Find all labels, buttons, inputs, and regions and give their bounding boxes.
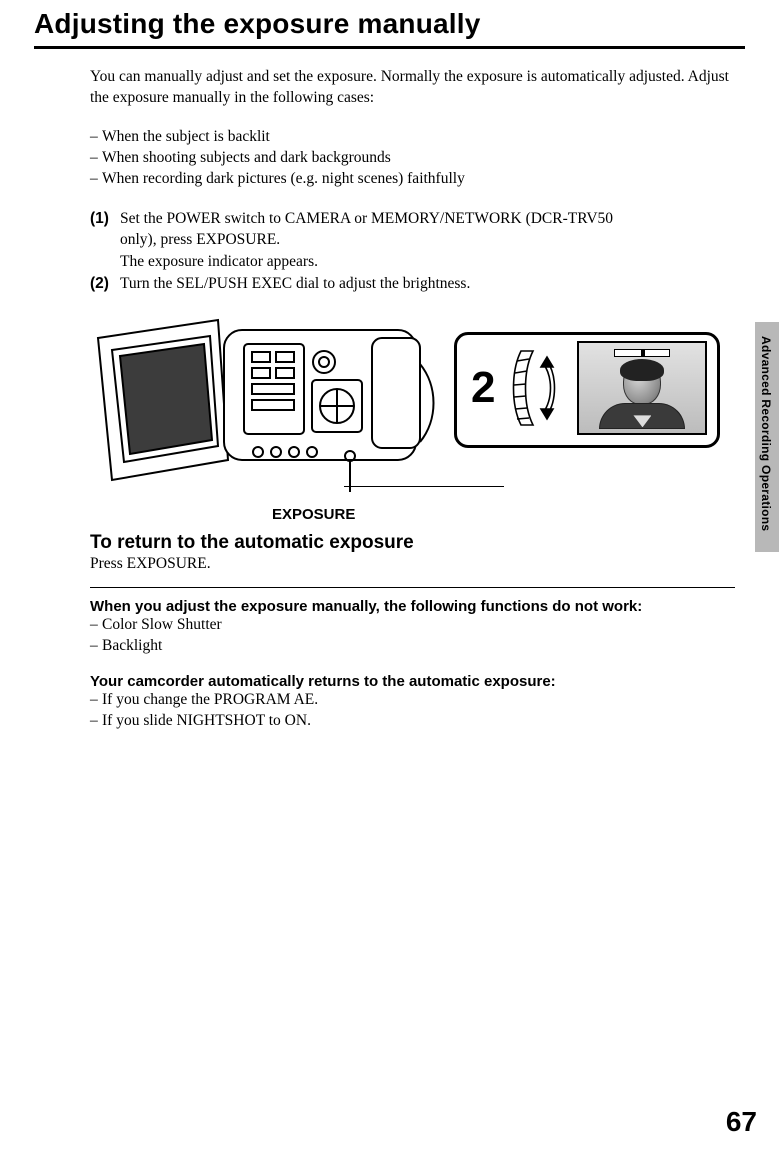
bullet-row: –Color Slow Shutter [90, 615, 735, 636]
step-line: The exposure indicator appears. [120, 253, 318, 270]
title-rule [34, 46, 745, 49]
chapter-tab-label: Advanced Recording Operations [759, 336, 773, 531]
steps-list: (1) Set the POWER switch to CAMERA or ME… [90, 208, 735, 295]
bullet-row: –If you change the PROGRAM AE. [90, 690, 735, 711]
intro-paragraph: You can manually adjust and set the expo… [90, 67, 735, 109]
step-item: (1) Set the POWER switch to CAMERA or ME… [90, 208, 735, 273]
dial-illustration [507, 343, 567, 433]
step-text: Set the POWER switch to CAMERA or MEMORY… [120, 208, 735, 273]
step-number: (1) [90, 208, 120, 273]
exposure-label: EXPOSURE [272, 506, 355, 523]
step-text: Turn the SEL/PUSH EXEC dial to adjust th… [120, 273, 735, 295]
bullet-dash: – [90, 127, 102, 148]
autoreturn-heading: Your camcorder automatically returns to … [90, 673, 735, 690]
camcorder-illustration [96, 314, 436, 502]
bullet-row: –When the subject is backlit [90, 127, 735, 148]
step-item: (2) Turn the SEL/PUSH EXEC dial to adjus… [90, 273, 735, 295]
bullet-dash: – [90, 636, 102, 657]
bullet-dash: – [90, 148, 102, 169]
page-number: 67 [726, 1106, 757, 1138]
notwork-list: –Color Slow Shutter –Backlight [90, 615, 735, 657]
bullet-text: When the subject is backlit [102, 127, 270, 148]
return-text: Press EXPOSURE. [90, 554, 735, 575]
step-line: only), press EXPOSURE. [120, 231, 280, 248]
figure-area: EXPOSURE 2 [90, 314, 735, 502]
step2-callout: 2 [454, 332, 720, 448]
step-line: Set the POWER switch to CAMERA or MEMORY… [120, 210, 613, 227]
step-number: (2) [90, 273, 120, 295]
notwork-heading: When you adjust the exposure manually, t… [90, 598, 735, 615]
bullet-text: If you slide NIGHTSHOT to ON. [102, 711, 311, 732]
autoreturn-list: –If you change the PROGRAM AE. –If you s… [90, 690, 735, 732]
bullet-text: When recording dark pictures (e.g. night… [102, 169, 465, 190]
callout-number: 2 [471, 366, 495, 410]
bullet-row: –Backlight [90, 636, 735, 657]
section-rule [90, 587, 735, 588]
bullet-dash: – [90, 615, 102, 636]
page-title: Adjusting the exposure manually [34, 8, 745, 40]
bullet-dash: – [90, 169, 102, 190]
bullet-dash: – [90, 711, 102, 732]
bullet-text: Backlight [102, 636, 162, 657]
callout-connector [344, 486, 504, 487]
step-line: Turn the SEL/PUSH EXEC dial to adjust th… [120, 275, 470, 292]
sample-screen [577, 341, 707, 435]
exposure-indicator-bar [614, 349, 670, 357]
bullet-row: –When recording dark pictures (e.g. nigh… [90, 169, 735, 190]
sample-portrait [597, 361, 687, 433]
bullet-text: If you change the PROGRAM AE. [102, 690, 318, 711]
bullet-text: When shooting subjects and dark backgrou… [102, 148, 391, 169]
return-heading: To return to the automatic exposure [90, 532, 735, 554]
intro-bullets: –When the subject is backlit –When shoot… [90, 127, 735, 190]
bullet-text: Color Slow Shutter [102, 615, 222, 636]
bullet-row: –If you slide NIGHTSHOT to ON. [90, 711, 735, 732]
bullet-dash: – [90, 690, 102, 711]
bullet-row: –When shooting subjects and dark backgro… [90, 148, 735, 169]
